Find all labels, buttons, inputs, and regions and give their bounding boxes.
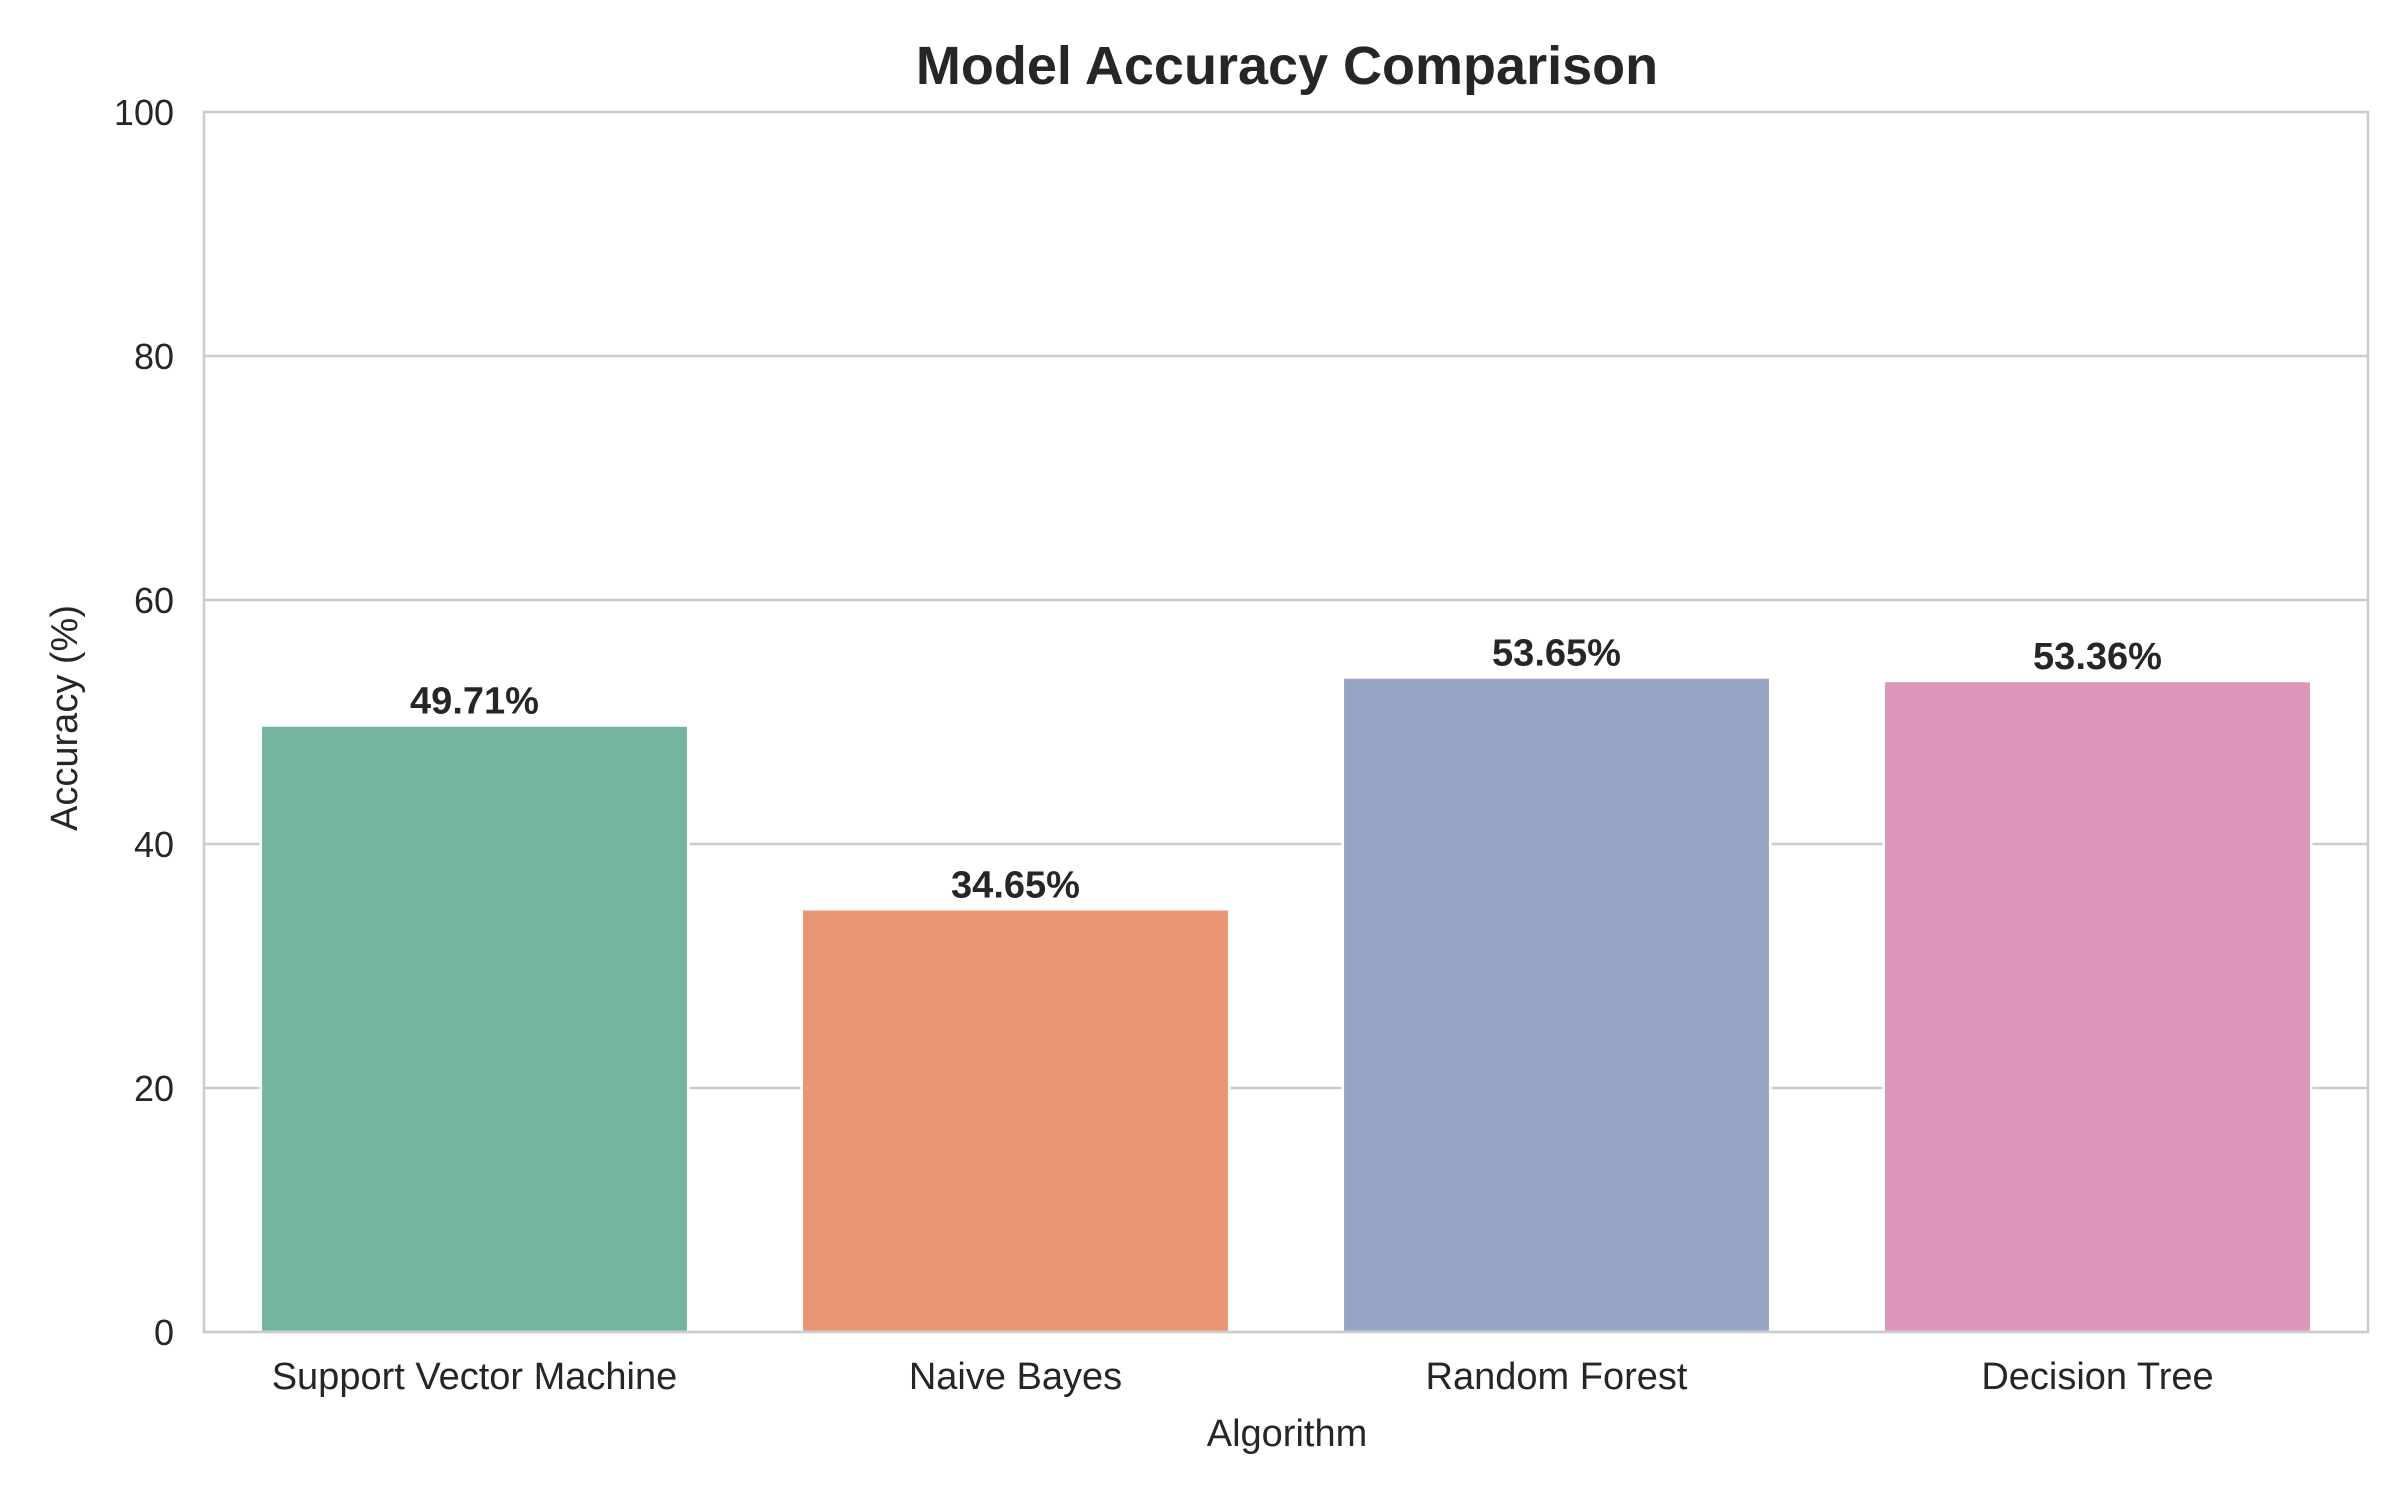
data-label: 53.65% xyxy=(1492,632,1621,674)
y-tick-label: 0 xyxy=(154,1312,174,1353)
data-label: 34.65% xyxy=(951,864,1080,906)
y-tick-label: 60 xyxy=(134,580,174,621)
x-tick-label: Naive Bayes xyxy=(909,1356,1122,1398)
x-tick-label: Support Vector Machine xyxy=(272,1356,678,1398)
y-tick-label: 40 xyxy=(134,824,174,865)
y-tick-label: 100 xyxy=(114,92,174,133)
bar xyxy=(259,724,690,1334)
x-tick-label: Random Forest xyxy=(1426,1356,1688,1398)
x-tick-label: Decision Tree xyxy=(1981,1356,2213,1398)
y-tick-label: 20 xyxy=(134,1068,174,1109)
y-tick-labels: 0 20 40 60 80 100 xyxy=(114,92,174,1353)
bar xyxy=(800,908,1231,1334)
x-tick-labels: Support Vector Machine Naive Bayes Random … xyxy=(272,1356,2214,1398)
y-axis-label: Accuracy (%) xyxy=(44,605,86,831)
x-axis-label: Algorithm xyxy=(1207,1413,1368,1455)
bar xyxy=(1341,676,1772,1334)
chart-title: Model Accuracy Comparison xyxy=(916,36,1658,96)
data-label: 49.71% xyxy=(410,681,539,723)
bar xyxy=(1882,679,2313,1334)
y-tick-label: 80 xyxy=(134,336,174,377)
data-label: 53.36% xyxy=(2033,636,2162,678)
data-labels: 49.71% 34.65% 53.65% 53.36% xyxy=(410,632,2162,906)
plot-frame xyxy=(202,110,2370,1334)
bars xyxy=(259,676,2313,1334)
